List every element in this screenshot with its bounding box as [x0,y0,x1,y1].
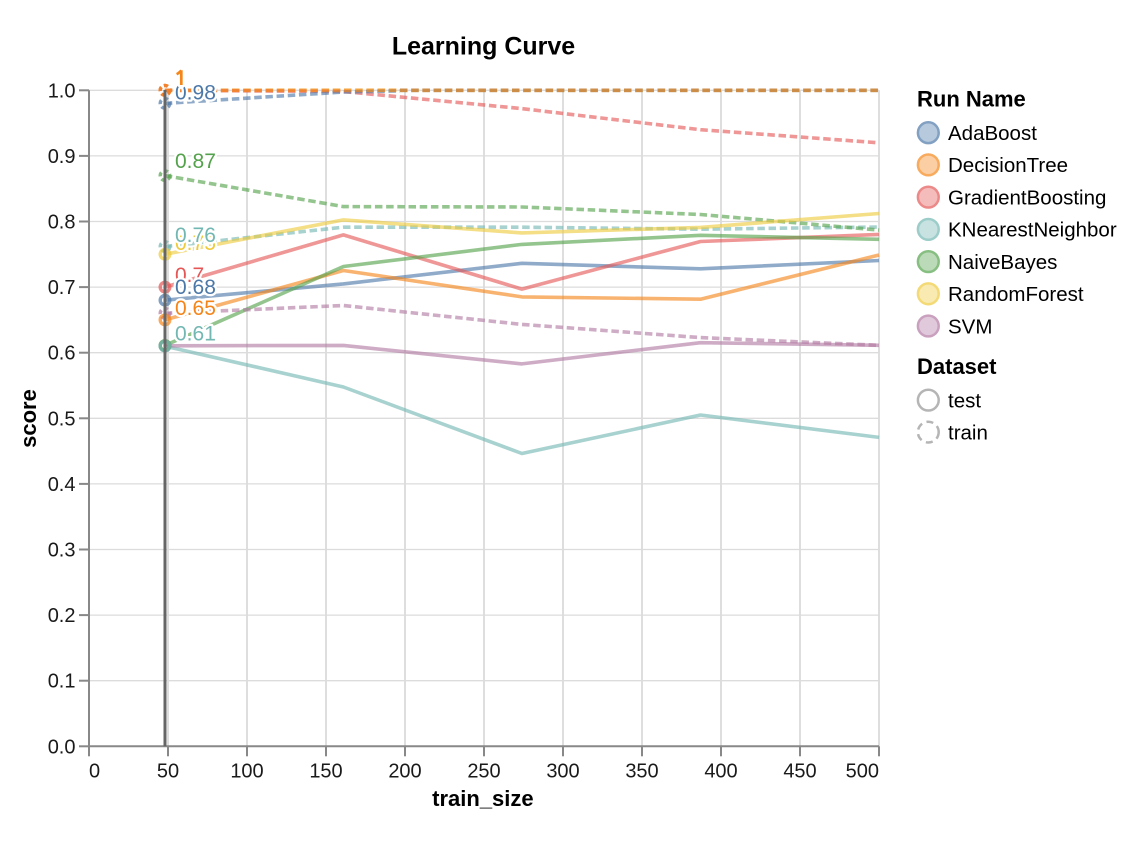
svg-text:0.4: 0.4 [48,474,76,496]
svg-text:0.87: 0.87 [175,150,216,173]
svg-text:1.0: 1.0 [48,80,76,102]
svg-text:0.7: 0.7 [175,264,204,287]
svg-text:250: 250 [467,761,500,783]
svg-text:150: 150 [309,761,342,783]
svg-text:train: train [948,421,988,444]
svg-text:0.8: 0.8 [48,212,76,234]
svg-text:50: 50 [157,761,179,783]
svg-text:0.0: 0.0 [48,736,76,758]
svg-text:200: 200 [388,761,421,783]
svg-text:0.3: 0.3 [48,540,76,562]
svg-text:0.98: 0.98 [175,82,216,105]
svg-text:DecisionTree: DecisionTree [948,154,1068,177]
svg-text:0.1: 0.1 [48,671,76,693]
svg-text:0: 0 [89,761,100,783]
svg-text:0.61: 0.61 [175,323,216,346]
svg-text:0.65: 0.65 [175,297,216,320]
svg-text:450: 450 [783,761,816,783]
svg-text:Run Name: Run Name [917,87,1026,112]
svg-text:test: test [948,389,981,412]
svg-text:500: 500 [846,761,879,783]
svg-text:0.75: 0.75 [175,232,216,255]
svg-text:0.6: 0.6 [48,343,76,365]
svg-text:score: score [16,389,41,448]
svg-text:Dataset: Dataset [917,354,997,379]
svg-text:AdaBoost: AdaBoost [948,122,1037,145]
svg-text:0.5: 0.5 [48,408,76,430]
svg-text:350: 350 [625,761,658,783]
svg-text:KNearestNeighbor: KNearestNeighbor [948,219,1117,242]
svg-text:RandomForest: RandomForest [948,283,1084,306]
svg-text:0.7: 0.7 [48,277,76,299]
svg-text:0.68: 0.68 [175,276,216,299]
svg-text:Learning Curve: Learning Curve [392,33,575,61]
svg-text:train_size: train_size [432,786,534,811]
svg-text:400: 400 [704,761,737,783]
svg-text:0.2: 0.2 [48,605,76,627]
svg-text:100: 100 [230,761,263,783]
svg-text:0.76: 0.76 [175,224,216,247]
svg-text:300: 300 [546,761,579,783]
svg-text:SVM: SVM [948,315,992,338]
svg-text:0.9: 0.9 [48,146,76,168]
svg-text:NaiveBayes: NaiveBayes [948,251,1057,274]
svg-text:GradientBoosting: GradientBoosting [948,186,1106,209]
